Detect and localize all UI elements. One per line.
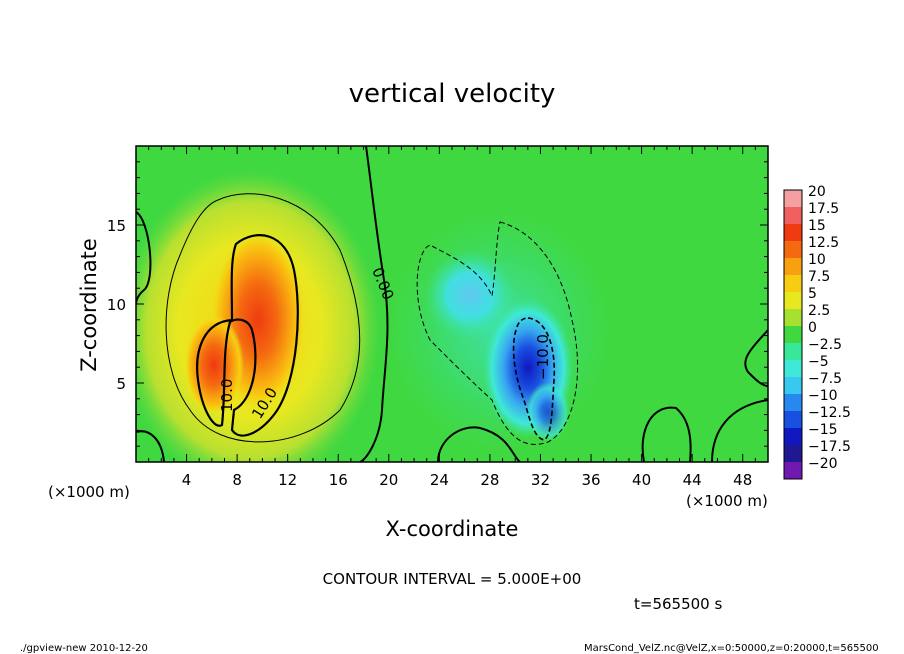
plot-area: 0.00 10.0 10.0 −10.0 (136, 146, 768, 462)
y-axis-title: Z-coordinate (77, 238, 101, 372)
x-tick-label: 28 (480, 471, 499, 489)
colorbar-label: 5 (808, 286, 817, 302)
downdraft-cyan (425, 250, 515, 340)
x-axis-title: X-coordinate (386, 517, 519, 541)
colorbar-label: −17.5 (808, 439, 851, 455)
colorbar-label: 2.5 (808, 303, 830, 319)
colorbar-swatch (784, 411, 802, 428)
x-tick-label: 16 (329, 471, 348, 489)
colorbar-label: 0 (808, 320, 817, 336)
colorbar-label: −10 (808, 388, 838, 404)
x-tick-label: 40 (632, 471, 651, 489)
footer-left-text: ./gpview-new 2010-12-20 (20, 643, 148, 654)
y-axis: 5 10 15 (107, 161, 768, 447)
contour-zero-line (359, 146, 389, 462)
x-tick-label: 8 (232, 471, 242, 489)
contour-neg5-downdraft (416, 221, 579, 445)
x-tick-label: 48 (733, 471, 752, 489)
colorbar-swatch (784, 258, 802, 275)
colorbar-label: −5 (808, 354, 829, 370)
colorbar-swatch (784, 292, 802, 309)
colorbar-label: 7.5 (808, 269, 830, 285)
x-tick-label: 36 (581, 471, 600, 489)
colorbar-swatch (784, 428, 802, 445)
contour-10-updraft (196, 234, 299, 437)
contour-5-updraft (165, 193, 361, 443)
contour-interval-text: CONTOUR INTERVAL = 5.000E+00 (323, 570, 582, 588)
colorbar-swatch (784, 207, 802, 224)
x-tick-label: 32 (531, 471, 550, 489)
colorbar-swatch (784, 462, 802, 479)
colorbar-swatch (784, 394, 802, 411)
contour-label-neg10: −10.0 (534, 334, 552, 380)
downdraft-lower (526, 382, 570, 442)
colorbar-label: −12.5 (808, 405, 851, 421)
time-text: t=565500 s (634, 595, 722, 613)
colorbar-swatch (784, 275, 802, 292)
colorbar-label: 17.5 (808, 201, 839, 217)
x-axis: 4 8 12 16 20 24 28 32 36 40 44 48 (148, 146, 756, 489)
x-tick-label: 20 (379, 471, 398, 489)
contour-label-10-left: 10.0 (218, 379, 236, 412)
colorbar-label: −7.5 (808, 371, 842, 387)
contour-zero-left (136, 211, 152, 306)
x-unit-label-left: (×1000 m) (48, 483, 130, 501)
colorbar-label: −2.5 (808, 337, 842, 353)
colorbar-swatch (784, 224, 802, 241)
x-tick-label: 44 (683, 471, 702, 489)
footer-right-text: MarsCond_VelZ.nc@VelZ,x=0:50000,z=0:2000… (584, 643, 879, 654)
y-tick-label: 15 (107, 217, 126, 235)
y-tick-label: 10 (107, 296, 126, 314)
colorbar: 2017.51512.5107.552.50−2.5−5−7.5−10−12.5… (783, 184, 851, 480)
colorbar-swatch (784, 326, 802, 343)
contour-zero-right-edge (744, 329, 768, 387)
x-tick-label: 12 (278, 471, 297, 489)
colorbar-label: 12.5 (808, 235, 839, 251)
colorbar-swatch (784, 445, 802, 462)
colorbar-label: −20 (808, 456, 838, 472)
x-unit-label-right: (×1000 m) (686, 492, 768, 510)
colorbar-swatch (784, 241, 802, 258)
colorbar-swatch (784, 360, 802, 377)
chart-title: vertical velocity (349, 79, 556, 109)
colorbar-swatch (784, 309, 802, 326)
contour-zero-bottom-left (136, 430, 165, 462)
contour-neg10-downdraft (512, 317, 556, 441)
x-tick-label: 4 (182, 471, 192, 489)
y-tick-label: 5 (116, 375, 126, 393)
colorbar-swatch (784, 343, 802, 360)
colorbar-label: −15 (808, 422, 838, 438)
colorbar-label: 15 (808, 218, 826, 234)
colorbar-swatch (784, 190, 802, 207)
colorbar-frame (783, 189, 803, 480)
x-tick-label: 24 (430, 471, 449, 489)
contour-zero-bottom-right (437, 399, 768, 462)
colorbar-label: 20 (808, 184, 826, 200)
colorbar-label: 10 (808, 252, 826, 268)
colorbar-swatch (784, 377, 802, 394)
